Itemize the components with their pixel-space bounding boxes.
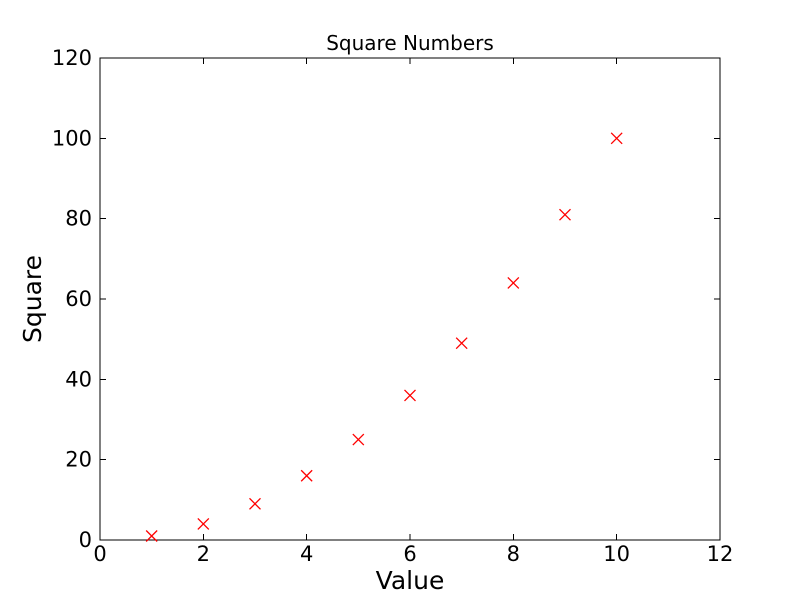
data-point-marker — [559, 208, 571, 221]
y-tick-label: 60 — [65, 287, 92, 311]
x-axis-tick-labels: 0 2 4 6 8 10 12 — [93, 542, 733, 566]
y-tick-label: 120 — [52, 46, 92, 70]
x-tick-label: 6 — [403, 542, 416, 566]
data-point-marker — [197, 517, 210, 530]
axis-ticks — [99, 57, 721, 541]
data-point-marker — [352, 433, 365, 446]
y-tick-label: 20 — [65, 448, 92, 472]
data-point-marker — [455, 337, 468, 350]
x-tick-label: 12 — [707, 542, 734, 566]
data-point-marker — [404, 389, 416, 402]
x-tick-label: 0 — [93, 542, 106, 566]
y-axis-label: Square — [18, 255, 47, 343]
x-tick-label: 2 — [197, 542, 210, 566]
data-point-marker — [300, 469, 313, 482]
chart-title: Square Numbers — [326, 31, 494, 55]
x-tick-label: 10 — [603, 542, 630, 566]
data-point-marker — [249, 497, 261, 510]
x-tick-label: 8 — [507, 542, 520, 566]
y-tick-label: 40 — [65, 367, 92, 391]
x-axis-label: Value — [376, 566, 445, 595]
y-tick-label: 100 — [52, 126, 92, 150]
data-points — [145, 132, 623, 542]
y-tick-label: 0 — [79, 528, 92, 552]
y-tick-label: 80 — [65, 207, 92, 231]
data-point-marker — [610, 132, 623, 145]
x-tick-label: 4 — [300, 542, 313, 566]
plot-area — [99, 57, 721, 541]
y-axis-tick-labels: 0 20 40 60 80 100 120 — [52, 46, 92, 552]
data-point-marker — [507, 276, 520, 289]
data-point-marker — [145, 530, 158, 542]
